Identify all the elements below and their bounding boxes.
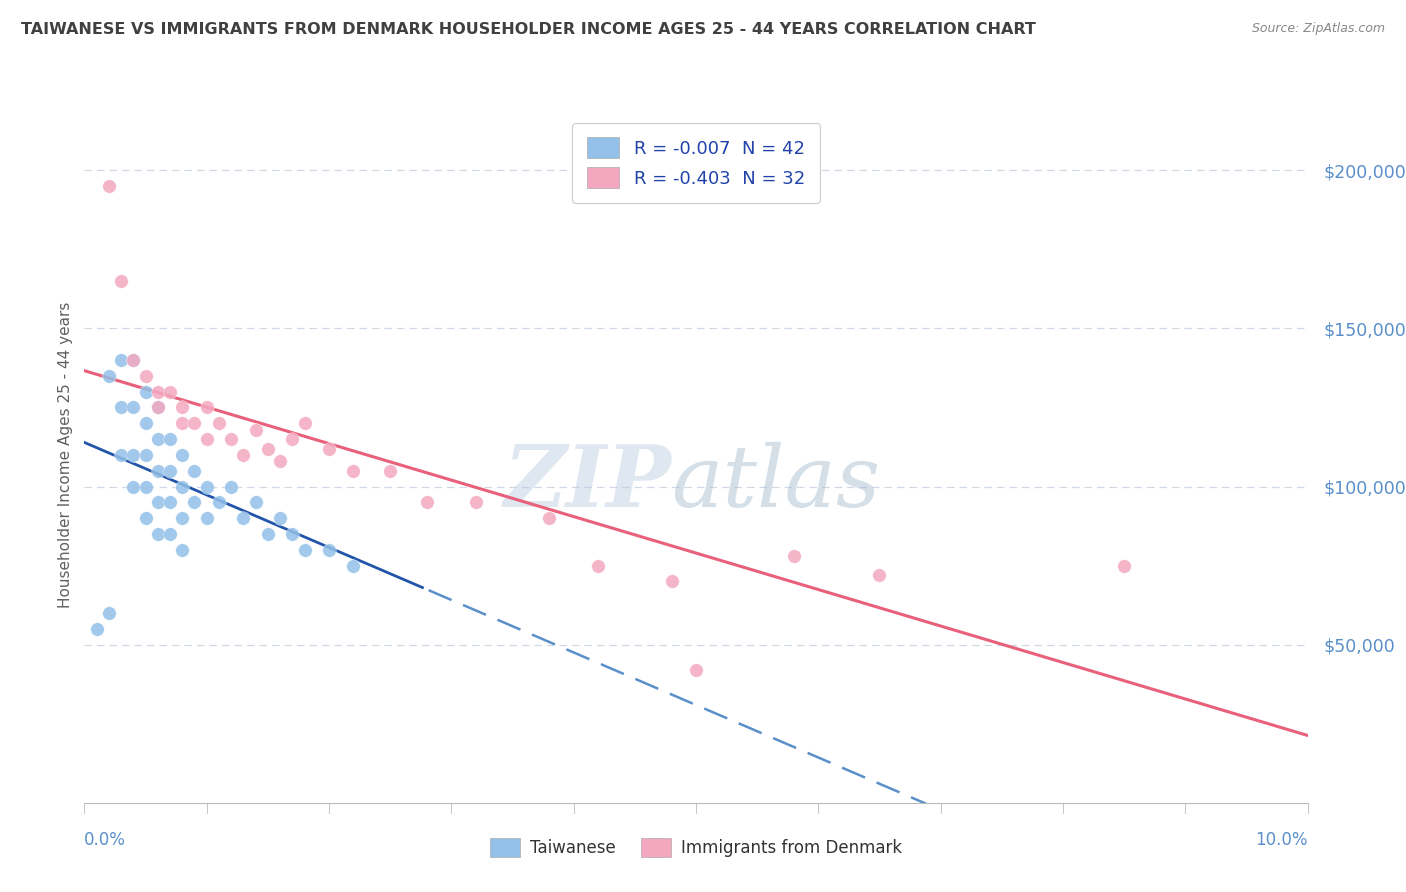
Point <box>146 464 169 478</box>
Point <box>294 417 316 431</box>
Point <box>257 527 280 541</box>
Point <box>135 511 157 525</box>
Point <box>281 432 304 446</box>
Point <box>159 464 181 478</box>
Point <box>172 401 194 415</box>
Point <box>159 527 181 541</box>
Point <box>195 479 218 493</box>
Text: ZIP: ZIP <box>503 441 672 524</box>
Point <box>416 495 439 509</box>
Point <box>146 384 169 399</box>
Point <box>146 432 169 446</box>
Point <box>146 401 169 415</box>
Point <box>135 417 157 431</box>
Text: atlas: atlas <box>672 442 880 524</box>
Point <box>1114 558 1136 573</box>
Point <box>135 448 157 462</box>
Point <box>159 432 181 446</box>
Point <box>232 448 254 462</box>
Point <box>110 448 132 462</box>
Point <box>195 432 218 446</box>
Point <box>159 384 181 399</box>
Point <box>586 558 609 573</box>
Text: Source: ZipAtlas.com: Source: ZipAtlas.com <box>1251 22 1385 36</box>
Point <box>135 368 157 383</box>
Point <box>195 511 218 525</box>
Point <box>269 454 291 468</box>
Point <box>172 479 194 493</box>
Point <box>183 417 205 431</box>
Point <box>172 448 194 462</box>
Point <box>122 448 145 462</box>
Point <box>661 574 683 589</box>
Point <box>257 442 280 456</box>
Point <box>135 384 157 399</box>
Point <box>318 442 340 456</box>
Point <box>135 479 157 493</box>
Point <box>245 423 267 437</box>
Point <box>122 479 145 493</box>
Point <box>538 511 561 525</box>
Point <box>97 606 120 620</box>
Point <box>97 368 120 383</box>
Legend: Taiwanese, Immigrants from Denmark: Taiwanese, Immigrants from Denmark <box>484 831 908 864</box>
Text: 10.0%: 10.0% <box>1256 830 1308 848</box>
Point <box>146 527 169 541</box>
Point <box>208 417 231 431</box>
Point <box>219 479 242 493</box>
Point <box>122 401 145 415</box>
Text: TAIWANESE VS IMMIGRANTS FROM DENMARK HOUSEHOLDER INCOME AGES 25 - 44 YEARS CORRE: TAIWANESE VS IMMIGRANTS FROM DENMARK HOU… <box>21 22 1036 37</box>
Point <box>208 495 231 509</box>
Point <box>110 401 132 415</box>
Point <box>783 549 806 563</box>
Point <box>122 353 145 368</box>
Point <box>195 401 218 415</box>
Point <box>245 495 267 509</box>
Point <box>86 622 108 636</box>
Point <box>110 274 132 288</box>
Point <box>685 663 707 677</box>
Point <box>172 511 194 525</box>
Point <box>172 417 194 431</box>
Point <box>464 495 486 509</box>
Point <box>869 568 891 582</box>
Point <box>294 542 316 557</box>
Point <box>318 542 340 557</box>
Point <box>342 464 364 478</box>
Point <box>380 464 402 478</box>
Point <box>110 353 132 368</box>
Y-axis label: Householder Income Ages 25 - 44 years: Householder Income Ages 25 - 44 years <box>58 301 73 608</box>
Point <box>146 401 169 415</box>
Point <box>97 179 120 194</box>
Point <box>159 495 181 509</box>
Point <box>269 511 291 525</box>
Point <box>122 353 145 368</box>
Point <box>183 464 205 478</box>
Point <box>146 495 169 509</box>
Point <box>219 432 242 446</box>
Point <box>232 511 254 525</box>
Point <box>281 527 304 541</box>
Point <box>183 495 205 509</box>
Text: 0.0%: 0.0% <box>84 830 127 848</box>
Point <box>342 558 364 573</box>
Point <box>172 542 194 557</box>
